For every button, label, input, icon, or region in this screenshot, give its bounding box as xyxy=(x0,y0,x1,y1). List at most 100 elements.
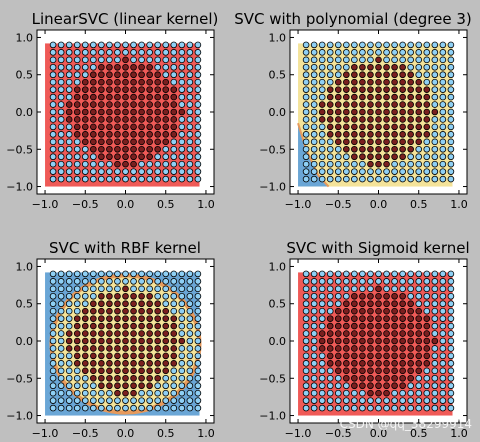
y-tick-label: 0.5 xyxy=(16,69,34,82)
point-inner-class xyxy=(98,108,105,116)
point-outer-class xyxy=(310,374,318,382)
point-outer-class xyxy=(351,285,358,293)
point-outer-class xyxy=(399,397,406,404)
point-inner-class xyxy=(359,108,366,116)
point-outer-class xyxy=(326,300,334,308)
point-inner-class xyxy=(65,108,73,116)
point-outer-class xyxy=(186,322,194,330)
point-outer-class xyxy=(415,389,423,397)
point-inner-class xyxy=(81,93,89,101)
subplot-title: LinearSVC (linear kernel) xyxy=(32,10,219,28)
point-outer-class xyxy=(186,123,194,131)
point-inner-class xyxy=(375,153,382,161)
point-outer-class xyxy=(439,63,447,71)
point-inner-class xyxy=(138,138,145,146)
point-outer-class xyxy=(334,168,342,175)
point-outer-class xyxy=(130,278,137,285)
point-outer-class xyxy=(407,56,414,64)
point-outer-class xyxy=(367,56,374,64)
point-outer-class xyxy=(302,360,310,367)
point-inner-class xyxy=(391,322,398,330)
point-outer-class xyxy=(73,168,81,175)
point-inner-class xyxy=(146,292,153,300)
point-outer-class xyxy=(162,49,170,56)
point-outer-class xyxy=(318,131,326,138)
point-outer-class xyxy=(359,270,366,278)
point-inner-class xyxy=(98,360,105,367)
point-outer-class xyxy=(49,86,57,93)
point-inner-class xyxy=(407,330,414,337)
point-outer-class xyxy=(431,175,439,183)
y-tick-label: 0.5 xyxy=(16,298,34,311)
point-outer-class xyxy=(318,300,326,308)
subplot-poly-svc: SVC with polynomial (degree 3) −1.0 −0.5 0… xyxy=(234,10,472,211)
point-outer-class xyxy=(178,63,186,71)
point-inner-class xyxy=(383,307,390,315)
point-outer-class xyxy=(98,49,105,56)
point-inner-class xyxy=(122,360,129,367)
point-inner-class xyxy=(114,352,121,360)
point-outer-class xyxy=(447,168,455,175)
point-inner-class xyxy=(415,116,423,123)
point-outer-class xyxy=(310,404,318,412)
point-outer-class xyxy=(423,56,431,64)
point-outer-class xyxy=(318,374,326,382)
point-outer-class xyxy=(439,285,447,293)
point-outer-class xyxy=(146,397,153,404)
point-outer-class xyxy=(415,63,423,71)
point-outer-class xyxy=(407,175,414,183)
point-inner-class xyxy=(81,307,89,315)
point-outer-class xyxy=(146,49,153,56)
point-inner-class xyxy=(98,145,105,153)
point-inner-class xyxy=(399,382,406,390)
point-inner-class xyxy=(122,292,129,300)
point-outer-class xyxy=(57,292,65,300)
point-inner-class xyxy=(138,86,145,93)
point-outer-class xyxy=(318,307,326,315)
point-inner-class xyxy=(359,101,366,108)
point-outer-class xyxy=(399,41,406,49)
point-outer-class xyxy=(57,63,65,71)
point-outer-class xyxy=(447,307,455,315)
point-outer-class xyxy=(302,63,310,71)
point-inner-class xyxy=(106,322,113,330)
point-inner-class xyxy=(343,138,350,146)
point-outer-class xyxy=(57,270,65,278)
point-outer-class xyxy=(310,175,318,183)
point-outer-class xyxy=(170,78,178,86)
point-inner-class xyxy=(351,382,358,390)
point-outer-class xyxy=(302,397,310,404)
point-inner-class xyxy=(130,71,137,79)
point-outer-class xyxy=(57,307,65,315)
point-inner-class xyxy=(375,56,382,64)
point-outer-class xyxy=(170,397,178,404)
point-outer-class xyxy=(326,382,334,390)
point-inner-class xyxy=(383,360,390,367)
point-outer-class xyxy=(81,145,89,153)
point-inner-class xyxy=(375,285,382,293)
point-inner-class xyxy=(334,138,342,146)
point-outer-class xyxy=(178,360,186,367)
point-outer-class xyxy=(65,86,73,93)
point-outer-class xyxy=(186,300,194,308)
point-outer-class xyxy=(162,285,170,293)
point-outer-class xyxy=(49,71,57,79)
point-outer-class xyxy=(65,160,73,168)
point-inner-class xyxy=(351,337,358,345)
point-outer-class xyxy=(423,145,431,153)
point-outer-class xyxy=(73,367,81,375)
point-outer-class xyxy=(415,404,423,412)
point-outer-class xyxy=(57,278,65,285)
point-outer-class xyxy=(439,145,447,153)
point-outer-class xyxy=(49,367,57,375)
point-outer-class xyxy=(447,374,455,382)
point-inner-class xyxy=(170,116,178,123)
point-outer-class xyxy=(186,41,194,49)
point-outer-class xyxy=(326,71,334,79)
point-outer-class xyxy=(310,367,318,375)
point-inner-class xyxy=(138,101,145,108)
point-outer-class xyxy=(447,41,455,49)
point-outer-class xyxy=(170,270,178,278)
point-inner-class xyxy=(73,360,81,367)
point-outer-class xyxy=(49,138,57,146)
